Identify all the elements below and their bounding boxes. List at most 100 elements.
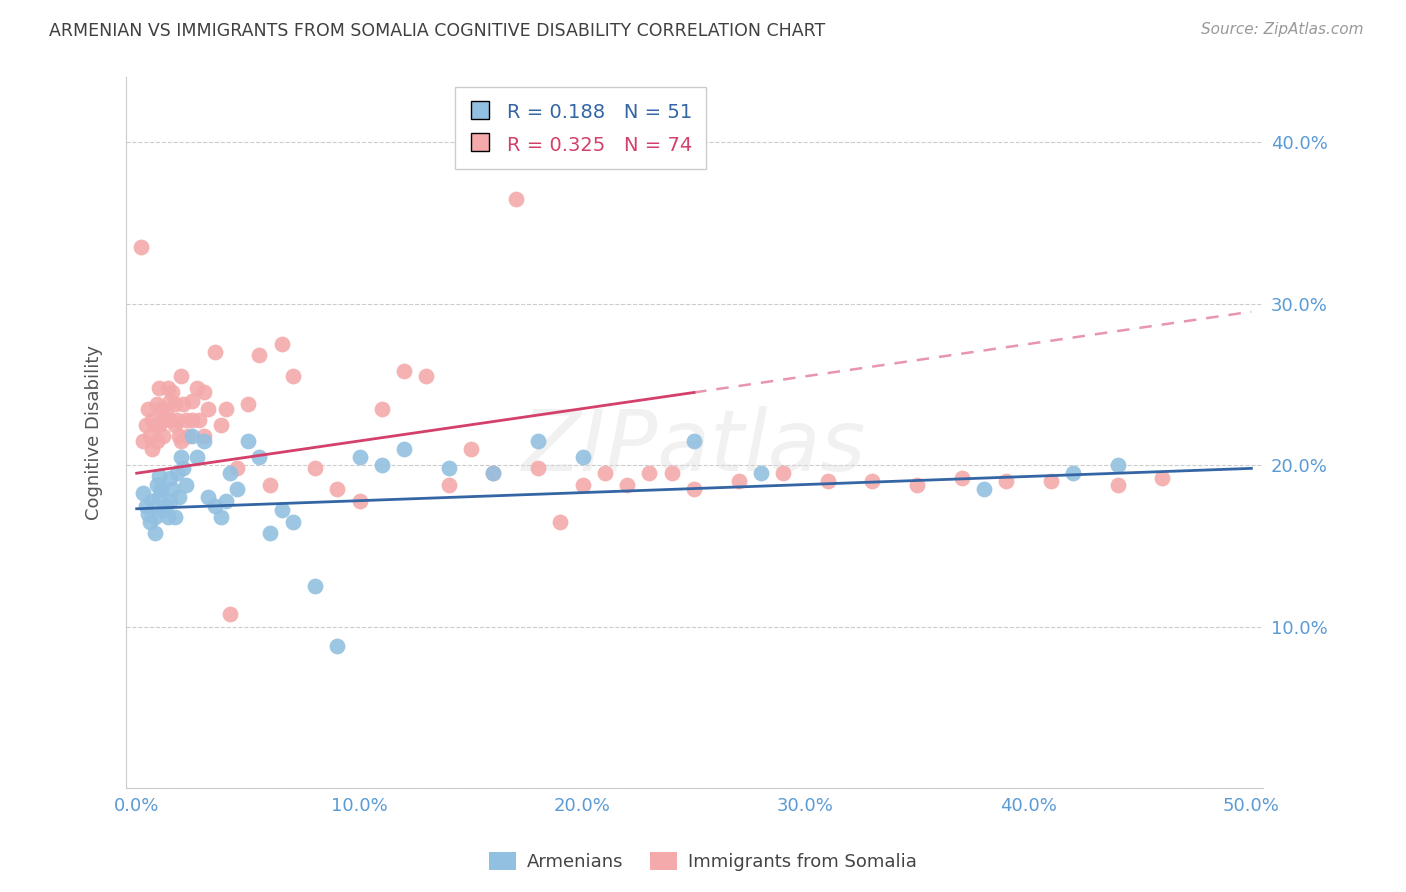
Point — [973, 483, 995, 497]
Point — [204, 345, 226, 359]
Point — [186, 381, 208, 395]
Point — [166, 467, 188, 481]
Point — [995, 475, 1018, 489]
Point — [661, 467, 683, 481]
Point — [772, 467, 794, 481]
Point — [638, 467, 661, 481]
Point — [167, 429, 190, 443]
Point — [270, 337, 292, 351]
Point — [162, 385, 184, 400]
Point — [166, 413, 188, 427]
Point — [150, 401, 173, 416]
Point — [143, 526, 166, 541]
Point — [143, 417, 166, 432]
Point — [950, 471, 973, 485]
Point — [141, 493, 163, 508]
Point — [415, 369, 437, 384]
Point — [132, 485, 155, 500]
Point — [159, 413, 181, 427]
Point — [247, 348, 270, 362]
Point — [505, 192, 527, 206]
Point — [259, 526, 281, 541]
Point — [139, 429, 162, 443]
Point — [159, 493, 181, 508]
Point — [173, 397, 195, 411]
Point — [136, 507, 159, 521]
Point — [1039, 475, 1062, 489]
Point — [141, 413, 163, 427]
Point — [163, 397, 186, 411]
Point — [527, 461, 550, 475]
Point — [181, 413, 204, 427]
Point — [143, 509, 166, 524]
Point — [571, 477, 593, 491]
Point — [152, 503, 174, 517]
Point — [482, 467, 505, 481]
Point — [173, 461, 195, 475]
Point — [236, 397, 259, 411]
Point — [141, 442, 163, 456]
Point — [219, 607, 242, 621]
Text: ZIPatlas: ZIPatlas — [522, 406, 866, 489]
Point — [148, 491, 170, 505]
Point — [170, 369, 193, 384]
Point — [219, 467, 242, 481]
Point — [683, 483, 706, 497]
Point — [174, 413, 197, 427]
Point — [326, 483, 349, 497]
Point — [148, 417, 170, 432]
Point — [571, 450, 593, 464]
Point — [188, 413, 211, 427]
Point — [197, 491, 219, 505]
Point — [259, 477, 281, 491]
Point — [1107, 477, 1129, 491]
Point — [226, 461, 249, 475]
Point — [145, 477, 167, 491]
Point — [193, 385, 215, 400]
Legend: R = 0.188   N = 51, R = 0.325   N = 74: R = 0.188 N = 51, R = 0.325 N = 74 — [454, 87, 706, 169]
Point — [181, 393, 204, 408]
Point — [281, 515, 304, 529]
Point — [1062, 467, 1084, 481]
Point — [548, 515, 571, 529]
Point — [281, 369, 304, 384]
Point — [155, 407, 177, 421]
Point — [170, 434, 193, 448]
Point — [177, 429, 200, 443]
Point — [155, 499, 177, 513]
Point — [159, 471, 181, 485]
Point — [156, 509, 179, 524]
Point — [683, 434, 706, 448]
Point — [437, 461, 460, 475]
Point — [170, 450, 193, 464]
Point — [437, 477, 460, 491]
Point — [215, 493, 238, 508]
Point — [167, 491, 190, 505]
Point — [304, 579, 326, 593]
Point — [152, 429, 174, 443]
Point — [371, 401, 394, 416]
Legend: Armenians, Immigrants from Somalia: Armenians, Immigrants from Somalia — [482, 845, 924, 879]
Point — [129, 240, 152, 254]
Point — [145, 397, 167, 411]
Point — [392, 364, 415, 378]
Text: ARMENIAN VS IMMIGRANTS FROM SOMALIA COGNITIVE DISABILITY CORRELATION CHART: ARMENIAN VS IMMIGRANTS FROM SOMALIA COGN… — [49, 22, 825, 40]
Point — [817, 475, 839, 489]
Y-axis label: Cognitive Disability: Cognitive Disability — [86, 345, 103, 520]
Point — [1152, 471, 1174, 485]
Point — [209, 417, 232, 432]
Point — [304, 461, 326, 475]
Point — [148, 469, 170, 483]
Text: Source: ZipAtlas.com: Source: ZipAtlas.com — [1201, 22, 1364, 37]
Point — [209, 509, 232, 524]
Point — [247, 450, 270, 464]
Point — [145, 434, 167, 448]
Point — [482, 467, 505, 481]
Point — [132, 434, 155, 448]
Point — [349, 493, 371, 508]
Point — [135, 499, 157, 513]
Point — [139, 515, 162, 529]
Point — [204, 499, 226, 513]
Point — [527, 434, 550, 448]
Point — [186, 450, 208, 464]
